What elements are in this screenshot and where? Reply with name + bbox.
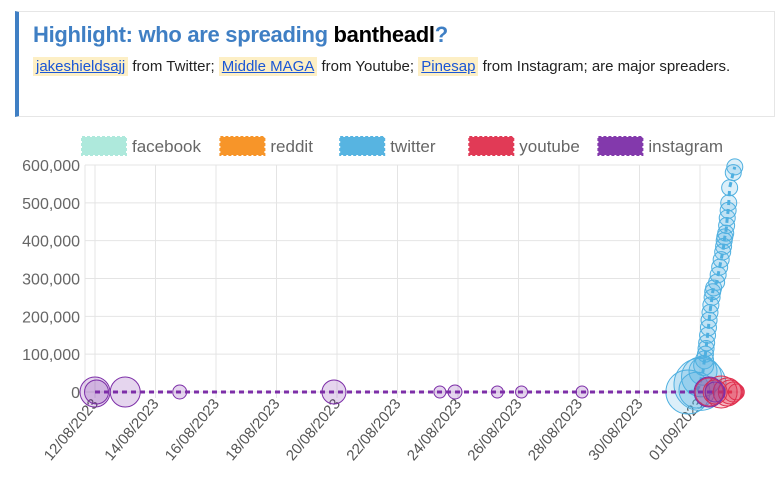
legend-label-facebook[interactable]: facebook xyxy=(132,137,201,156)
legend-label-youtube[interactable]: youtube xyxy=(519,137,580,156)
legend-label-twitter[interactable]: twitter xyxy=(390,137,436,156)
legend-swatch-youtube xyxy=(468,136,515,156)
youtube-point xyxy=(722,381,744,403)
spreader-note: from Twitter; xyxy=(128,58,219,75)
y-tick-label: 0 xyxy=(71,385,80,402)
legend-label-instagram[interactable]: instagram xyxy=(648,137,723,156)
instagram-point xyxy=(172,384,188,400)
y-tick-label: 200,000 xyxy=(22,309,80,326)
instagram-point xyxy=(575,385,589,399)
youtube-point xyxy=(727,383,745,401)
instagram-point xyxy=(433,385,447,399)
highlight-box: Highlight: who are spreading bantheadl? … xyxy=(15,11,775,117)
instagram-point xyxy=(321,379,347,405)
spreader-link[interactable]: Middle MAGA xyxy=(218,57,318,76)
spreader-note: from Youtube; xyxy=(317,58,419,75)
instagram-point xyxy=(515,385,529,399)
x-tick-label: 30/08/2023 xyxy=(585,396,646,464)
spreader-note: from Instagram; are major spreaders. xyxy=(478,58,731,75)
instagram-point xyxy=(693,376,725,408)
highlight-title: Highlight: who are spreading bantheadl? xyxy=(33,22,760,48)
twitter-point xyxy=(724,164,742,182)
legend-label-reddit[interactable]: reddit xyxy=(270,137,313,156)
y-tick-label: 300,000 xyxy=(22,272,80,289)
x-tick-label: 26/08/2023 xyxy=(464,396,525,464)
instagram-point xyxy=(84,379,110,405)
y-tick-label: 500,000 xyxy=(22,196,80,213)
scatter-chart: facebook reddit twitter youtube instagram 0 10… xyxy=(22,136,745,464)
x-tick-label: 20/08/2023 xyxy=(283,396,344,464)
title-prefix: Highlight: who are spreading xyxy=(33,22,334,47)
twitter-point xyxy=(720,194,738,212)
y-tick-label: 100,000 xyxy=(22,347,80,364)
instagram-point xyxy=(447,384,463,400)
keyword: bantheadl xyxy=(333,22,436,47)
instagram-point xyxy=(704,381,726,403)
youtube-point xyxy=(702,379,728,405)
twitter-point xyxy=(721,179,739,197)
twitter-point xyxy=(693,355,715,377)
title-suffix: ? xyxy=(434,22,448,47)
x-tick-label: 18/08/2023 xyxy=(222,396,283,464)
x-tick-label: 24/08/2023 xyxy=(404,396,465,464)
legend-swatch-instagram xyxy=(597,136,644,156)
spreader-link[interactable]: Pinesap xyxy=(418,57,479,76)
y-tick-label: 600,000 xyxy=(22,158,80,175)
twitter-point xyxy=(726,158,744,176)
instagram-point xyxy=(109,376,141,408)
x-tick-label: 22/08/2023 xyxy=(343,396,404,464)
x-tick-label: 28/08/2023 xyxy=(525,396,586,464)
instagram-point xyxy=(490,385,504,399)
twitter-point xyxy=(697,339,715,357)
spreader-link[interactable]: jakeshieldsajj xyxy=(33,57,129,76)
spreaders-text: jakeshieldsajj from Twitter; Middle MAGA… xyxy=(33,54,760,80)
youtube-point xyxy=(717,379,743,405)
legend-swatch-twitter xyxy=(339,136,386,156)
x-tick-label: 16/08/2023 xyxy=(162,396,223,464)
legend-swatch-facebook xyxy=(81,136,127,156)
y-tick-label: 400,000 xyxy=(22,234,80,251)
legend-swatch-reddit xyxy=(219,136,266,156)
